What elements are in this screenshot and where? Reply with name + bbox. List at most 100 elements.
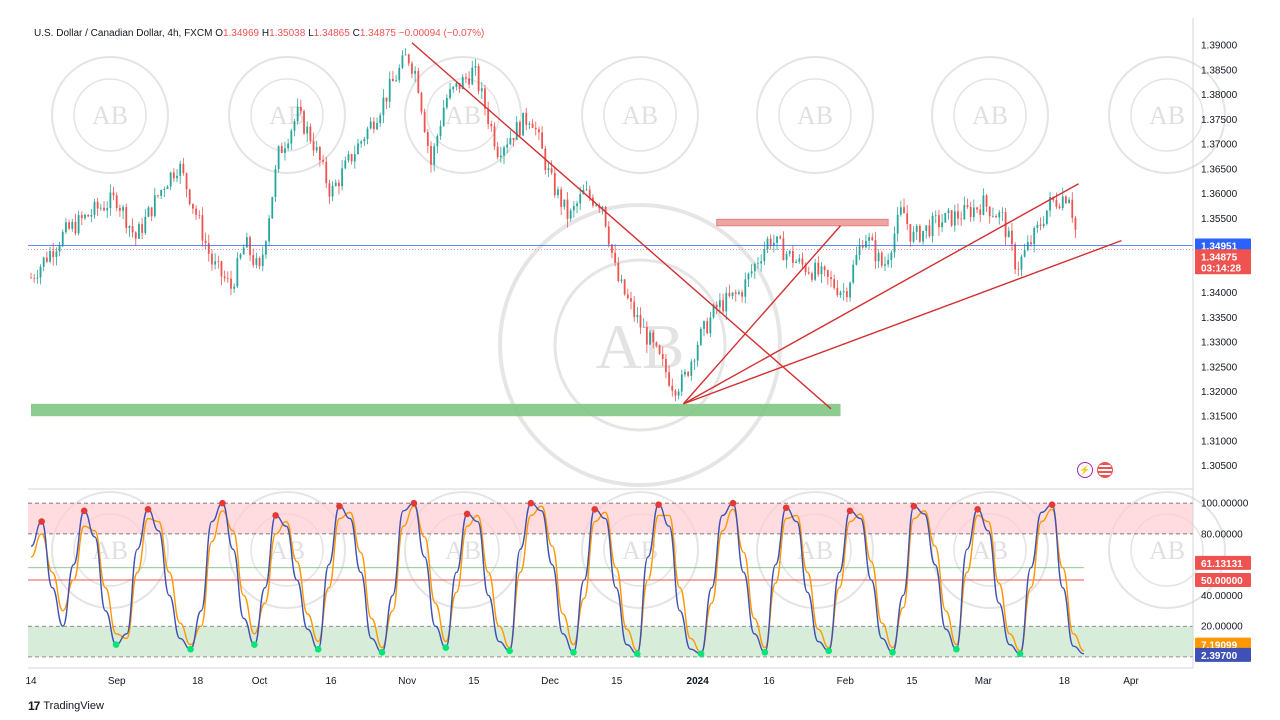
- candle-body: [620, 279, 623, 281]
- osc-tick: 20.00000: [1201, 622, 1243, 633]
- candle-body: [684, 371, 686, 375]
- osc-high-marker: [910, 502, 918, 510]
- watermark-monogram: AB: [92, 101, 128, 130]
- candle-body: [830, 277, 832, 280]
- price-tick: 1.30500: [1201, 461, 1238, 472]
- osc-low-marker: [633, 650, 641, 658]
- watermark-inner-ring: [250, 78, 324, 152]
- candle-body: [896, 214, 899, 234]
- candle-body: [1049, 197, 1051, 211]
- candle-body: [766, 238, 769, 250]
- watermark-ring: [228, 491, 346, 609]
- candle-body: [134, 232, 137, 239]
- candle-body: [341, 168, 344, 187]
- candle-body: [169, 172, 172, 187]
- osc-high-marker: [846, 507, 854, 515]
- candle-body: [928, 225, 931, 237]
- candle-body: [430, 145, 432, 165]
- watermark-ring: [581, 56, 699, 174]
- price-tick: 1.32000: [1201, 387, 1238, 398]
- resistance-zone: [716, 218, 889, 227]
- osc-tick: 100.00000: [1201, 499, 1249, 510]
- candle-body: [353, 154, 356, 162]
- us-flag-icon[interactable]: [1097, 462, 1113, 478]
- candle-body: [798, 258, 801, 262]
- candle-body: [652, 332, 655, 343]
- candle-body: [344, 160, 347, 169]
- candle-body: [411, 63, 413, 74]
- candle-body: [576, 203, 578, 207]
- low-value: 1.34865: [313, 28, 350, 39]
- watermark-center-inner: [553, 258, 727, 432]
- trendline: [682, 225, 842, 405]
- candle-body: [426, 132, 429, 146]
- candle-body: [617, 262, 620, 281]
- candle-body: [363, 139, 366, 142]
- osc-low-marker: [825, 647, 833, 655]
- current-price-label: 1.34951: [1201, 242, 1238, 253]
- candle-body: [284, 148, 286, 153]
- candle-body: [528, 123, 531, 125]
- candle-body: [458, 82, 461, 90]
- candle-body: [334, 182, 337, 186]
- candle-body: [268, 218, 270, 242]
- candle-body: [550, 168, 553, 173]
- candle-body: [1061, 196, 1064, 209]
- candle-body: [376, 123, 378, 130]
- watermark-badge: AB: [228, 56, 346, 174]
- osc-low-marker: [1016, 650, 1024, 658]
- candle-body: [61, 231, 64, 246]
- candle-body: [195, 208, 197, 216]
- price-tick: 1.37000: [1201, 140, 1238, 151]
- candle-body: [893, 233, 896, 253]
- candle-body: [192, 203, 194, 209]
- candle-body: [350, 154, 353, 162]
- candle-body: [938, 215, 940, 228]
- candle-body: [988, 206, 991, 217]
- candle-body: [782, 238, 785, 261]
- candle-body: [852, 264, 855, 283]
- candle-body: [182, 163, 185, 174]
- osc-low-marker: [570, 649, 577, 656]
- watermark-inner-ring: [778, 78, 852, 152]
- lightning-icon[interactable]: ⚡: [1077, 462, 1093, 478]
- candle-body: [861, 245, 864, 248]
- candle-body: [944, 213, 947, 223]
- watermark-badge: AB: [1108, 491, 1226, 609]
- candle-body: [601, 206, 604, 209]
- candle-body: [709, 317, 712, 334]
- candle-body: [842, 291, 845, 293]
- candle-body: [423, 111, 426, 133]
- osc-high-marker: [729, 499, 737, 507]
- candle-body: [468, 78, 470, 85]
- close-value: 1.34875: [359, 28, 396, 39]
- candle-body: [461, 77, 464, 90]
- price-tick: 1.32500: [1201, 362, 1238, 373]
- candle-body: [372, 121, 375, 130]
- candle-body: [433, 146, 436, 165]
- candle-body: [230, 278, 232, 289]
- candle-body: [274, 169, 277, 197]
- candle-body: [417, 70, 420, 93]
- watermark-ring: [228, 56, 346, 174]
- candle-body: [982, 195, 985, 215]
- candle-body: [658, 345, 661, 354]
- candle-body: [690, 361, 693, 376]
- chart-icons: ⚡: [1077, 462, 1113, 478]
- watermark-inner-ring: [1130, 78, 1204, 152]
- time-tick: 18: [192, 676, 204, 687]
- candle-body: [833, 279, 836, 288]
- osc-tick: 80.00000: [1201, 529, 1243, 540]
- candle-body: [823, 266, 826, 271]
- candle-body: [566, 199, 569, 219]
- candle-body: [941, 222, 944, 228]
- candle-body: [998, 212, 1001, 218]
- time-tick: 15: [906, 676, 918, 687]
- low-label: L: [308, 28, 314, 39]
- candle-body: [706, 321, 709, 334]
- candle-body: [68, 222, 70, 229]
- osc-low-marker: [187, 645, 194, 653]
- candle-body: [718, 300, 721, 308]
- candle-body: [826, 270, 829, 278]
